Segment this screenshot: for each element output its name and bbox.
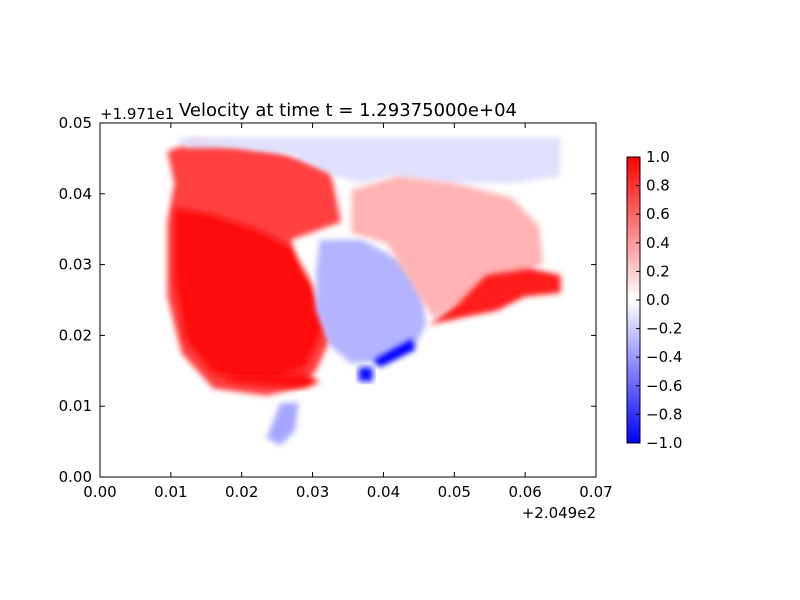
x-tick-label: 0.03	[296, 483, 329, 501]
y-offset-label: +1.971e1	[100, 105, 174, 123]
y-tick-label: 0.04	[59, 185, 92, 203]
colorbar-tick-label: 0.8	[646, 177, 670, 195]
colorbar-tick-label: 0.0	[646, 291, 670, 309]
colorbar-tick-label: 0.2	[646, 262, 670, 280]
x-tick-label: 0.00	[83, 483, 116, 501]
colorbar-tick-label: −0.6	[646, 377, 682, 395]
colorbar-tick-label: 0.6	[646, 205, 670, 223]
y-axis: 0.00 0.01 0.02 0.03 0.04 0.05	[59, 114, 596, 486]
y-tick-label: 0.03	[59, 256, 92, 274]
colorbar-tick-label: 1.0	[646, 148, 670, 166]
heatmap-region-coastal-jet-tip	[358, 367, 373, 382]
colorbar-tick-label: −0.4	[646, 348, 682, 366]
colorbar-ticks: 1.0 0.8 0.6 0.4 0.2 0.0 −0.2 −0.4 −0.6 −0.8 −1.0	[636, 148, 682, 452]
heatmap-region-south-rim	[224, 374, 320, 389]
heatmap-region-south-plume	[266, 402, 299, 446]
heatmap-layer	[167, 137, 561, 446]
heatmap-region-west-core	[174, 208, 324, 382]
x-offset-label: +2.049e2	[522, 504, 596, 522]
heatmap-region-east-jet	[429, 268, 561, 325]
y-tick-label: 0.00	[59, 468, 92, 486]
heatmap-region-coastal-jet	[372, 338, 416, 368]
heatmap-region-central-basin	[316, 239, 426, 364]
x-tick-label: 0.05	[438, 483, 471, 501]
x-tick-label: 0.06	[508, 483, 541, 501]
x-axis: 0.00 0.01 0.02 0.03 0.04 0.05 0.06 0.07	[83, 123, 613, 501]
plot-frame	[99, 122, 597, 478]
y-tick-label: 0.02	[59, 326, 92, 344]
y-tick-label: 0.01	[59, 397, 92, 415]
y-tick-label: 0.05	[59, 114, 92, 132]
heatmap-region-north-band	[177, 137, 561, 184]
x-tick-label: 0.07	[579, 483, 612, 501]
x-tick-label: 0.02	[225, 483, 258, 501]
colorbar-tick-label: 0.4	[646, 234, 670, 252]
heatmap-region-east-shelf	[351, 176, 543, 318]
colorbar-tick-label: −1.0	[646, 434, 682, 452]
colorbar-tick-label: −0.8	[646, 405, 682, 423]
colorbar-tick-label: −0.2	[646, 320, 682, 338]
x-tick-label: 0.01	[154, 483, 187, 501]
x-tick-label: 0.04	[367, 483, 400, 501]
chart-title: Velocity at time t = 1.29375000e+04	[179, 100, 517, 121]
